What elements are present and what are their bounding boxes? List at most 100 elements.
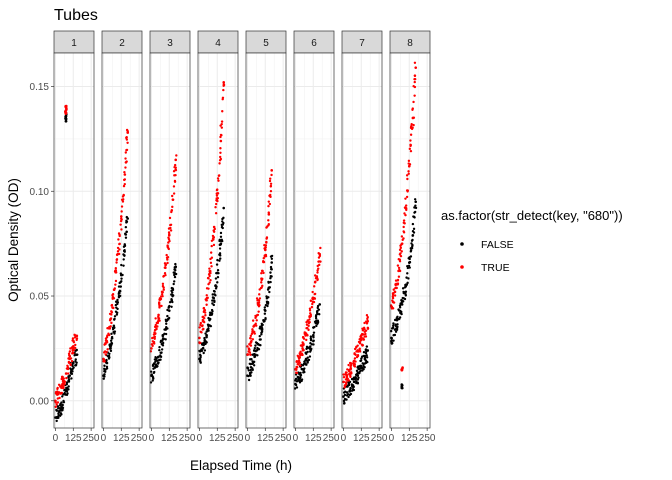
data-point [305, 363, 308, 366]
data-point [267, 213, 271, 216]
data-point [222, 81, 226, 84]
data-point [160, 292, 164, 296]
data-point [349, 390, 352, 393]
data-point [123, 170, 126, 174]
data-point [126, 131, 130, 134]
data-point [221, 110, 224, 113]
series-true [294, 246, 322, 375]
data-point [411, 245, 414, 248]
data-point [159, 351, 162, 354]
data-point [398, 304, 402, 307]
data-point [220, 126, 224, 129]
data-point [366, 317, 369, 321]
data-point [74, 343, 77, 347]
x-tick-label: 250 [275, 433, 292, 444]
data-point [306, 350, 309, 354]
data-point [396, 323, 399, 326]
data-point [71, 370, 74, 373]
legend-label: FALSE [481, 239, 514, 251]
data-point [209, 257, 212, 261]
data-point [153, 337, 156, 340]
data-point [409, 247, 413, 250]
data-point [103, 343, 106, 346]
data-point [159, 358, 162, 361]
x-tick-label: 0 [293, 433, 299, 444]
data-point [62, 386, 65, 390]
data-point [219, 139, 223, 143]
data-point [249, 340, 253, 344]
data-point [115, 306, 118, 309]
data-point [362, 337, 365, 340]
data-point [56, 407, 60, 410]
data-point [391, 300, 395, 304]
legend: as.factor(str_detect(key, "680")) FALSE T… [441, 208, 623, 274]
data-point [259, 344, 262, 347]
data-point [404, 197, 407, 200]
data-point [109, 317, 112, 321]
data-point [413, 94, 416, 97]
data-point [409, 139, 412, 142]
data-point [152, 377, 155, 380]
data-point [56, 401, 60, 404]
data-point [202, 343, 205, 347]
data-point [249, 368, 252, 372]
data-point [205, 330, 208, 333]
data-point [316, 309, 319, 313]
data-point [412, 227, 416, 231]
data-point [311, 296, 315, 300]
data-point [355, 369, 359, 373]
data-point [162, 274, 166, 278]
data-point [318, 312, 321, 316]
data-point [160, 348, 164, 351]
data-point [356, 382, 360, 385]
data-point [118, 233, 121, 237]
legend-key [460, 265, 464, 269]
data-point [152, 341, 155, 345]
data-point [204, 314, 207, 317]
data-point [57, 391, 61, 394]
data-point [407, 170, 410, 173]
data-point [119, 280, 122, 284]
data-point [412, 100, 415, 104]
data-point [307, 328, 310, 332]
data-point [254, 344, 257, 347]
data-point [260, 286, 263, 289]
data-point [216, 188, 219, 191]
data-point [210, 312, 214, 315]
data-point [342, 380, 345, 384]
data-point [65, 393, 69, 397]
data-point [212, 289, 216, 293]
data-point [343, 384, 347, 387]
data-point [119, 289, 122, 293]
facet-panel-3: 3 [149, 30, 191, 429]
data-point [67, 380, 71, 383]
data-point [104, 353, 107, 356]
data-point [220, 223, 223, 227]
data-point [301, 368, 304, 371]
data-point [119, 285, 122, 288]
data-point [112, 288, 116, 292]
data-point [203, 308, 207, 312]
data-point [397, 269, 400, 273]
data-point [364, 361, 368, 365]
data-point [214, 202, 218, 206]
data-point [202, 307, 205, 310]
data-point [411, 233, 415, 237]
data-point [71, 337, 75, 340]
data-point [71, 361, 75, 365]
data-point [301, 364, 305, 367]
data-point [253, 324, 256, 327]
data-point [270, 261, 274, 264]
data-point [74, 346, 77, 350]
data-point [173, 165, 176, 169]
data-point [124, 157, 127, 160]
series-true [342, 314, 370, 389]
data-point [212, 303, 215, 307]
data-point [342, 399, 346, 403]
data-point [218, 162, 221, 165]
data-point [360, 343, 364, 346]
data-point [256, 303, 260, 306]
data-point [256, 354, 259, 357]
data-point [268, 179, 272, 183]
data-point [215, 263, 219, 266]
